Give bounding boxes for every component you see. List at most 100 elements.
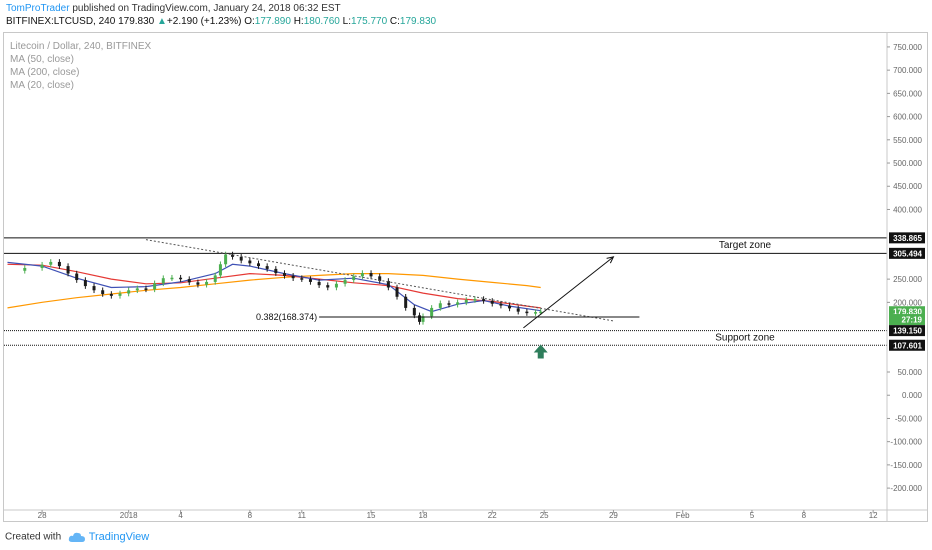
candle-body bbox=[187, 279, 191, 283]
candle-body bbox=[109, 293, 113, 296]
close-label: C: bbox=[389, 16, 400, 27]
y-tick-label: -50.000 bbox=[895, 414, 923, 423]
close-value: 179.830 bbox=[399, 16, 437, 27]
symbol-label: BITFINEX:LTCUSD, 240 bbox=[6, 16, 116, 27]
x-tick-label: 28 bbox=[38, 511, 47, 520]
candle-body bbox=[265, 266, 269, 269]
author-link[interactable]: TomProTrader bbox=[6, 3, 70, 14]
candle-body bbox=[308, 279, 312, 282]
candle-body bbox=[430, 307, 434, 317]
candle-body bbox=[66, 266, 70, 274]
price-tag bbox=[889, 232, 925, 244]
ohlc-bar: BITFINEX:LTCUSD, 240 179.830 ▲+2.190 (+1… bbox=[6, 16, 436, 27]
x-axis: 28 2018 4 8 11 15 18 22 25 29 Feb 5 8 12 bbox=[4, 509, 928, 520]
x-tick-label: Feb bbox=[676, 511, 690, 520]
footer: Created with TradingView bbox=[5, 531, 149, 543]
candle-body bbox=[205, 281, 209, 285]
legend-title: Litecoin / Dollar, 240, BITFINEX bbox=[10, 41, 152, 52]
y-tick-label: 700.000 bbox=[893, 66, 922, 75]
x-tick-label: 25 bbox=[540, 511, 549, 520]
series bbox=[7, 261, 541, 313]
candle-body bbox=[144, 288, 148, 290]
candle-body bbox=[352, 276, 356, 281]
price-tag-label: 107.601 bbox=[893, 341, 922, 350]
price-tag-label: 139.150 bbox=[893, 327, 922, 336]
y-tick-label: 250.000 bbox=[893, 275, 922, 284]
candle-body bbox=[395, 287, 399, 297]
last-price: 179.830 bbox=[118, 16, 155, 27]
y-axis: 750.000 700.000 650.000 600.000 550.000 500.0… bbox=[886, 33, 925, 521]
candle-body bbox=[75, 273, 79, 281]
y-tick-label: 600.000 bbox=[893, 113, 922, 122]
candle-body bbox=[525, 311, 529, 314]
candle-body bbox=[224, 254, 228, 265]
candle-body bbox=[404, 296, 408, 308]
y-tick-label: 0.000 bbox=[902, 391, 923, 400]
candle-body bbox=[508, 305, 512, 309]
candle-body bbox=[464, 300, 468, 303]
y-tick-label: 200.000 bbox=[893, 298, 922, 307]
candle-body bbox=[473, 299, 477, 301]
legend-ma200[interactable]: MA (200, close) bbox=[10, 67, 80, 78]
chart-frame[interactable] bbox=[3, 32, 928, 522]
x-tick-label: 12 bbox=[869, 511, 878, 520]
candle-body bbox=[482, 299, 486, 301]
low-value: 175.770 bbox=[350, 16, 388, 27]
candle-body bbox=[421, 316, 425, 322]
price-tag-label: 179.830 bbox=[893, 308, 922, 317]
candle-body bbox=[23, 267, 27, 271]
legend-ma20[interactable]: MA (20, close) bbox=[10, 80, 74, 91]
price-tag bbox=[889, 247, 925, 259]
candle-body bbox=[49, 261, 53, 265]
zones: Target zone Support zone bbox=[4, 237, 887, 346]
fib-label: 0.382(168.374) bbox=[256, 312, 317, 322]
candle-body bbox=[257, 263, 261, 267]
y-tick-label: 750.000 bbox=[893, 43, 922, 52]
created-with-text: Created with bbox=[5, 531, 62, 543]
candle-body bbox=[118, 293, 122, 296]
y-tick-label: 500.000 bbox=[893, 159, 922, 168]
candle-body bbox=[534, 312, 538, 314]
candle-body bbox=[196, 282, 200, 285]
candle-body bbox=[499, 303, 503, 306]
y-tick-label: 400.000 bbox=[893, 205, 922, 214]
y-tick-label: -200.000 bbox=[890, 484, 922, 493]
candle-body bbox=[447, 303, 451, 305]
candle-body bbox=[213, 275, 217, 282]
candle-body bbox=[161, 278, 165, 284]
y-tick-label: 450.000 bbox=[893, 182, 922, 191]
high-label: H: bbox=[293, 16, 304, 27]
candle-body bbox=[343, 280, 347, 284]
candle-body bbox=[127, 290, 131, 294]
y-tick-label: -100.000 bbox=[890, 438, 922, 447]
projection-arrow-head-icon bbox=[606, 256, 615, 264]
candle-body bbox=[274, 268, 278, 274]
x-tick-label: 8 bbox=[802, 511, 807, 520]
target-zone-label: Target zone bbox=[719, 240, 772, 251]
high-value: 180.760 bbox=[303, 16, 340, 27]
open-value: 177.890 bbox=[254, 16, 291, 27]
candle-body bbox=[369, 273, 373, 277]
candle-body bbox=[101, 290, 105, 294]
up-triangle-icon: ▲ bbox=[157, 16, 167, 27]
x-tick-label: 22 bbox=[488, 511, 497, 520]
tradingview-brand[interactable]: TradingView bbox=[88, 531, 150, 543]
published-text: published on TradingView.com, January 24… bbox=[69, 3, 341, 14]
x-tick-label: 8 bbox=[248, 511, 253, 520]
legend-ma50[interactable]: MA (50, close) bbox=[10, 54, 74, 65]
candle-body bbox=[516, 308, 520, 312]
price-tag bbox=[889, 325, 925, 337]
candle-body bbox=[386, 280, 390, 288]
candle-body bbox=[490, 300, 494, 304]
y-tick-label: -150.000 bbox=[890, 461, 922, 470]
candle-body bbox=[57, 261, 61, 267]
x-tick-label: 5 bbox=[750, 511, 755, 520]
price-tag-label: 338.865 bbox=[893, 234, 922, 243]
tradingview-cloud-icon bbox=[68, 532, 85, 542]
candle-body bbox=[412, 307, 416, 316]
candle-body bbox=[170, 277, 174, 280]
candle-body bbox=[153, 283, 157, 290]
open-label: O: bbox=[244, 16, 255, 27]
x-tick-label: 15 bbox=[367, 511, 376, 520]
